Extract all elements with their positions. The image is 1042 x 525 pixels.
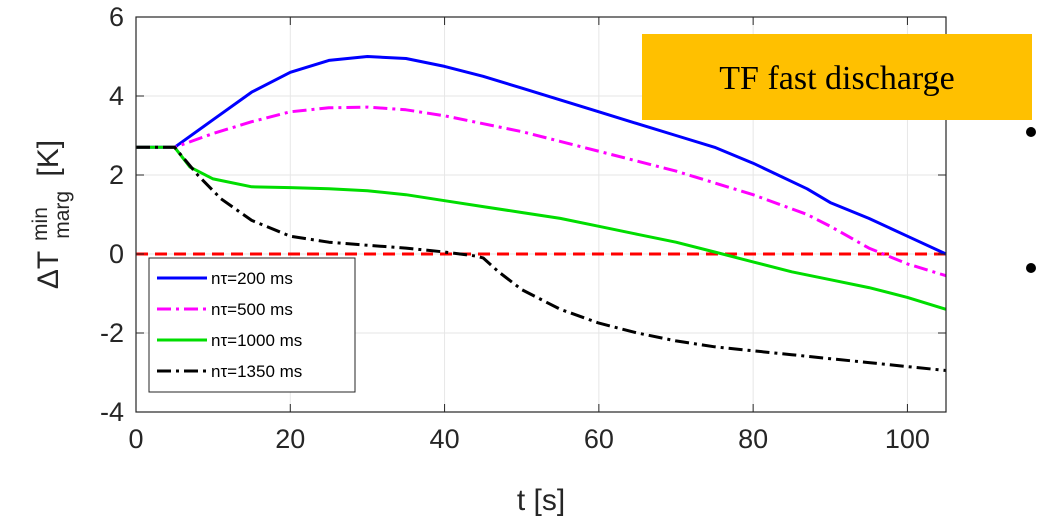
y-axis-label-sup: min: [29, 207, 52, 241]
x-tick-label: 40: [430, 424, 460, 454]
legend-entry: nτ=1000 ms: [211, 331, 302, 350]
x-tick-label: 100: [885, 424, 930, 454]
legend-entry: nτ=500 ms: [211, 300, 293, 319]
y-axis-ticks: -4 -2 0 2 4 6: [100, 2, 946, 427]
y-tick-label: -4: [100, 397, 124, 427]
x-axis-label: t [s]: [517, 484, 565, 517]
series-line-4: [136, 145, 947, 372]
y-axis-label-base: ΔT: [32, 251, 65, 289]
legend-entry: nτ=1350 ms: [211, 362, 302, 381]
y-tick-label: 0: [109, 239, 124, 269]
y-axis-label: ΔT min marg [K]: [21, 140, 76, 289]
y-tick-label: 4: [109, 81, 124, 111]
title-banner: TF fast discharge: [642, 34, 1032, 120]
plot-area-border: [135, 16, 947, 413]
x-tick-label: 60: [584, 424, 614, 454]
banner-background: [642, 34, 1032, 120]
series-line-1: [136, 55, 947, 256]
bullet-2: [1026, 263, 1036, 273]
series-lines: [136, 55, 947, 372]
bullet-points: [1026, 127, 1036, 273]
x-tick-label: 80: [738, 424, 768, 454]
x-axis-ticks: 0 20 40 60 80 100: [128, 17, 930, 454]
y-tick-label: -2: [100, 318, 124, 348]
y-axis-label-unit: [K]: [32, 140, 65, 177]
bullet-1: [1026, 127, 1036, 137]
series-line-2: [136, 105, 947, 278]
x-tick-label: 20: [275, 424, 305, 454]
series-line-3: [136, 145, 947, 311]
banner-text: TF fast discharge: [719, 60, 954, 97]
y-tick-label: 6: [109, 2, 124, 32]
svg-text:ΔT min marg: ΔT min marg [K]: [21, 140, 76, 289]
x-tick-label: 0: [128, 424, 143, 454]
y-tick-label: 2: [109, 160, 124, 190]
legend-entry: nτ=200 ms: [211, 269, 293, 288]
legend: nτ=200 ms nτ=500 ms nτ=1000 ms nτ=1350 ms: [148, 257, 356, 393]
y-axis-label-sub: marg: [51, 191, 74, 239]
legend-box: [148, 257, 356, 393]
